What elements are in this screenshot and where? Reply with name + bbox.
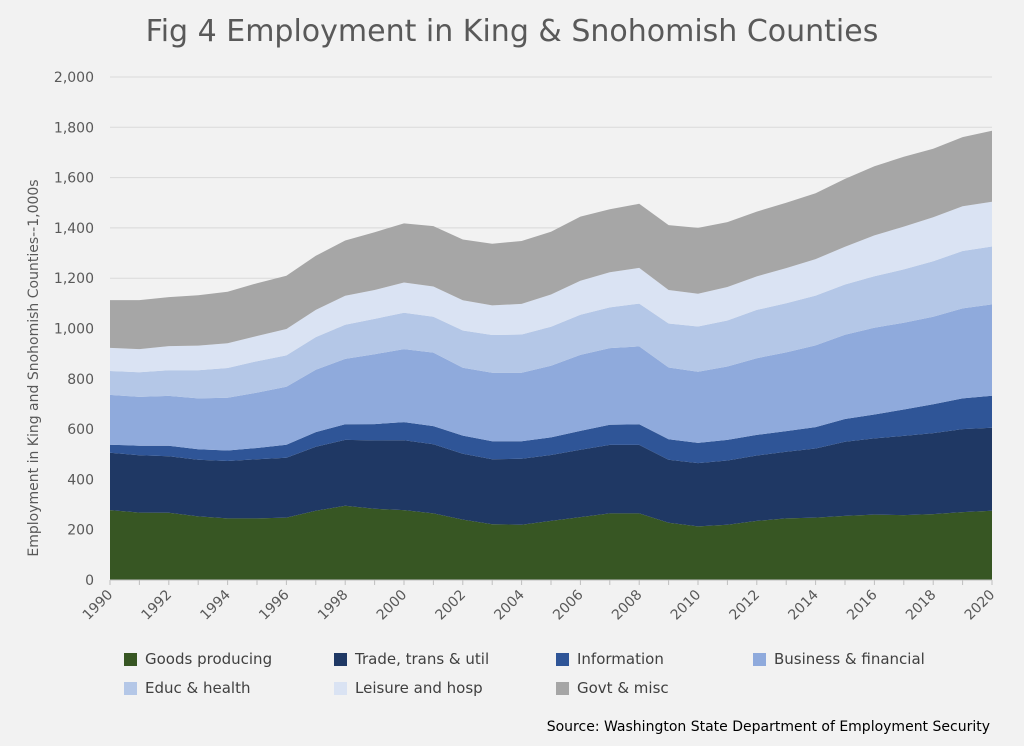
x-tick-label: 2020 (962, 587, 999, 624)
area-information (110, 395, 992, 464)
y-tick-label: 800 (67, 372, 94, 388)
legend-label: Educ & health (145, 679, 251, 697)
x-tick-label: 2012 (727, 587, 764, 624)
y-tick-label: 600 (67, 422, 94, 438)
legend-swatch (124, 681, 137, 695)
legend-item-goods-producing: Goods producing (124, 650, 272, 668)
y-tick-label: 1,000 (54, 322, 94, 338)
legend-item-leisure-and-hosp: Leisure and hosp (334, 679, 483, 697)
x-tick-label: 1992 (139, 587, 176, 624)
legend-label: Govt & misc (577, 679, 669, 697)
y-tick-label: 1,400 (54, 221, 94, 237)
x-tick-label: 2008 (609, 587, 646, 624)
y-tick-label: 1,600 (54, 171, 94, 187)
area-leisure-and-hosp (110, 201, 992, 373)
x-tick-label: 2014 (785, 587, 822, 624)
y-tick-label: 1,800 (54, 120, 94, 136)
area-educ-health (110, 246, 992, 399)
x-tick-label: 2016 (844, 587, 881, 624)
x-tick-label: 2002 (433, 587, 470, 624)
legend-swatch (124, 652, 137, 666)
x-tick-label: 2010 (668, 587, 705, 624)
legend-label: Leisure and hosp (355, 679, 483, 697)
legend-item-trade-trans-util: Trade, trans & util (334, 650, 489, 668)
area-goods-producing (110, 505, 992, 580)
legend-item-information: Information (556, 650, 664, 668)
x-tick-label: 1990 (80, 587, 117, 624)
area-series (110, 130, 992, 580)
legend-swatch (556, 681, 569, 695)
x-tick-label: 2000 (374, 587, 411, 624)
legend-item-educ-health: Educ & health (124, 679, 250, 697)
x-tick-label: 1998 (315, 587, 352, 624)
y-tick-label: 200 (67, 523, 94, 539)
legend-label: Business & financial (774, 650, 925, 668)
chart-title: Fig 4 Employment in King & Snohomish Cou… (145, 14, 879, 49)
area-business-financial (110, 304, 992, 451)
y-tick-label: 400 (67, 472, 94, 488)
legend-swatch (334, 652, 347, 666)
legend-label: Trade, trans & util (355, 650, 490, 668)
area-govt-misc (110, 130, 992, 350)
x-tick-label: 2006 (550, 587, 587, 624)
source-note: Source: Washington State Department of E… (546, 719, 990, 735)
y-tick-label: 1,200 (54, 271, 94, 287)
y-axis-title: Employment in King and Snohomish Countie… (26, 179, 42, 556)
legend-item-business-financial: Business & financial (753, 650, 925, 668)
legend-item-govt-misc: Govt & misc (556, 679, 669, 697)
area-trade-trans-util (110, 427, 992, 527)
x-tick-label: 1994 (197, 587, 234, 624)
x-tick-label: 1996 (256, 587, 293, 624)
legend-swatch (753, 652, 766, 666)
legend-swatch (556, 652, 569, 666)
y-tick-label: 0 (85, 573, 94, 589)
x-tick-label: 2018 (903, 587, 940, 624)
legend-label: Goods producing (145, 650, 273, 668)
legend-swatch (334, 681, 347, 695)
y-tick-label: 2,000 (54, 70, 94, 86)
x-tick-label: 2004 (491, 587, 528, 624)
legend-label: Information (577, 650, 664, 668)
